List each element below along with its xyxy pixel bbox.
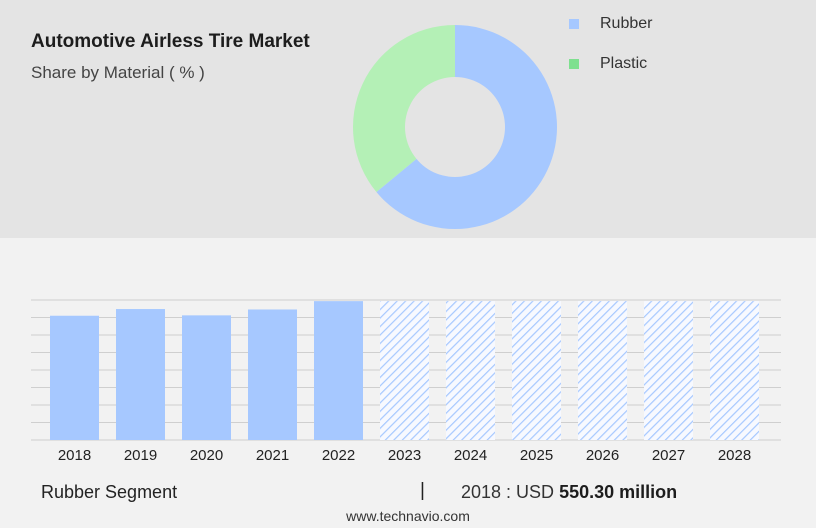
bar-2027 [644,301,693,440]
legend-item-rubber: Rubber [569,14,652,34]
bar-2019 [116,309,165,440]
x-tick-2023: 2023 [388,447,421,464]
x-tick-2018: 2018 [58,447,91,464]
legend-item-plastic: Plastic [569,54,652,74]
x-tick-2022: 2022 [322,447,355,464]
donut-chart [353,25,557,230]
footer-separator: | [420,480,425,501]
segment-value-prefix: 2018 : USD [461,482,555,502]
source-url: www.technavio.com [346,508,470,524]
bar-2018 [50,315,99,440]
legend-swatch-rubber [569,19,579,29]
segment-value: 2018 : USD 550.30 million [461,482,677,503]
bar-2025 [512,301,561,440]
bar-2026 [578,301,627,440]
x-tick-2027: 2027 [652,447,685,464]
segment-label: Rubber Segment [41,482,178,502]
legend-label-plastic: Plastic [600,55,648,72]
bar-2028 [710,301,759,440]
bar-2020 [182,315,231,440]
x-tick-2019: 2019 [124,447,157,464]
bar-2023 [380,301,429,440]
x-tick-2026: 2026 [586,447,619,464]
chart-subtitle: Share by Material ( % ) [31,63,205,82]
legend: Rubber Plastic [569,14,652,94]
x-tick-2020: 2020 [190,447,223,464]
bar-2024 [446,301,495,440]
bar-chart: 2018 2019 2020 2021 2022 2023 2024 2025 2026 2027… [31,299,781,464]
donut-slice-plastic [353,25,455,193]
bar-2021 [248,309,297,440]
chart-title: Automotive Airless Tire Market [31,31,310,52]
x-tick-2021: 2021 [256,447,289,464]
legend-swatch-plastic [569,59,579,69]
legend-label-rubber: Rubber [600,15,653,32]
segment-value-amount: 550.30 million [559,482,678,502]
x-tick-2025: 2025 [520,447,553,464]
bar-2022 [314,301,363,440]
donut-slice-rubber [376,25,557,230]
x-tick-2024: 2024 [454,447,487,464]
x-tick-2028: 2028 [718,447,751,464]
